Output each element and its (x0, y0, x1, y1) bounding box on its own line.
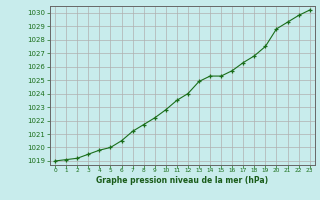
X-axis label: Graphe pression niveau de la mer (hPa): Graphe pression niveau de la mer (hPa) (96, 176, 268, 185)
